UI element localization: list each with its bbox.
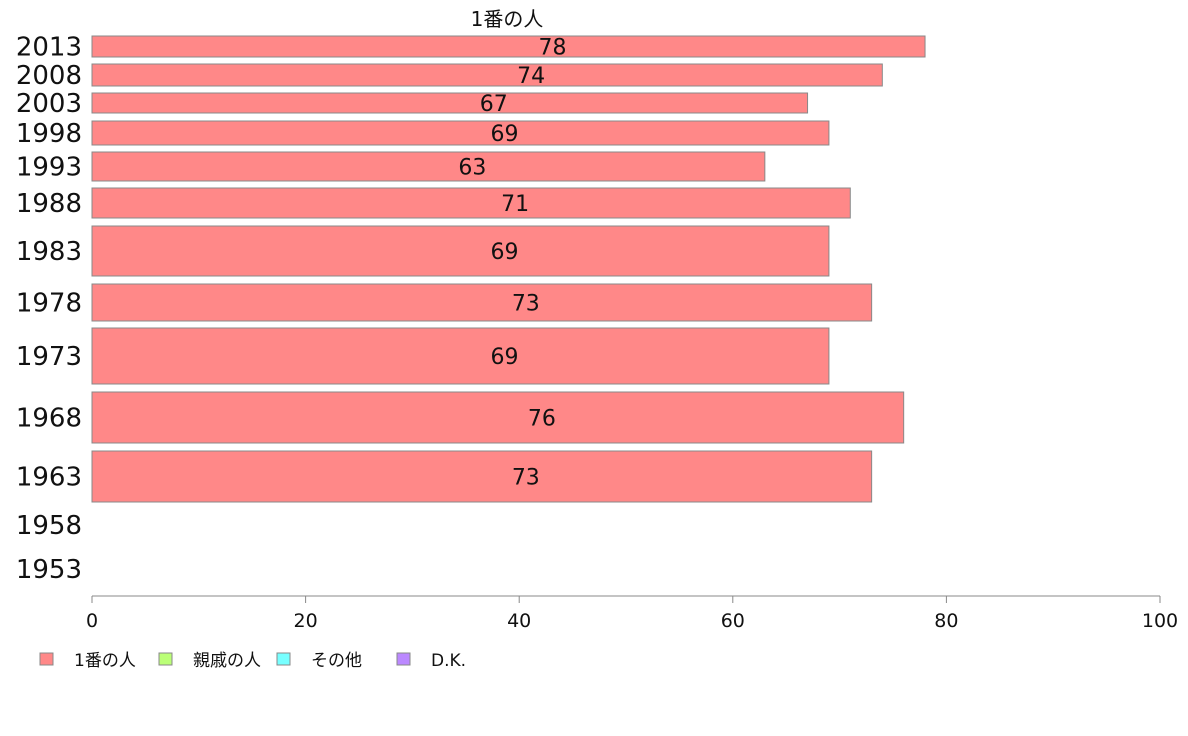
y-tick-label: 1978 [16, 289, 82, 319]
data-label: 76 [528, 407, 556, 432]
y-tick-label: 1988 [16, 189, 82, 219]
data-label: 67 [480, 92, 508, 117]
y-tick-label: 1953 [16, 555, 82, 585]
x-tick-label: 60 [721, 610, 745, 632]
legend-swatch [396, 652, 411, 666]
x-tick-label: 20 [294, 610, 318, 632]
x-axis: 0 20 40 60 80 100 [86, 595, 1178, 632]
legend-swatch [276, 652, 291, 666]
legend-label: その他 [311, 651, 362, 671]
x-tick-label: 80 [934, 610, 958, 632]
data-label: 69 [490, 122, 518, 147]
data-label: 71 [501, 192, 529, 217]
data-label: 73 [512, 292, 540, 317]
bar [91, 187, 851, 219]
bar [91, 151, 766, 182]
y-tick-label: 1963 [16, 463, 82, 493]
legend: 1番の人 親戚の人 その他 D.K. [39, 651, 466, 671]
bar [91, 283, 873, 322]
y-tick-label: 2003 [16, 89, 82, 119]
legend-label: 1番の人 [74, 651, 136, 671]
y-tick-label: 1993 [16, 153, 82, 183]
bar [91, 450, 873, 503]
y-tick-label: 2008 [16, 61, 82, 91]
legend-label: D.K. [431, 651, 466, 671]
y-tick-label: 1983 [16, 237, 82, 267]
bar [91, 391, 905, 444]
data-label: 73 [512, 466, 540, 491]
y-tick-label: 1968 [16, 404, 82, 434]
legend-swatch [158, 652, 173, 666]
column-title: 1番の人 [471, 7, 544, 31]
y-tick-label: 1973 [16, 342, 82, 372]
y-tick-label: 1998 [16, 119, 82, 149]
bar [91, 35, 926, 58]
bar [91, 225, 830, 277]
y-tick-label: 1958 [16, 511, 82, 541]
bar [91, 327, 830, 385]
data-label: 78 [539, 36, 567, 61]
bar [91, 120, 830, 146]
x-tick-label: 0 [86, 610, 98, 632]
x-tick-label: 100 [1142, 610, 1178, 632]
y-tick-label: 2013 [16, 33, 82, 63]
data-label: 69 [490, 240, 518, 265]
bar [91, 63, 883, 87]
legend-swatch [39, 652, 54, 666]
bar [91, 92, 809, 114]
data-label: 69 [490, 345, 518, 370]
data-label: 74 [517, 64, 545, 89]
legend-label: 親戚の人 [193, 651, 261, 671]
data-label: 63 [458, 156, 486, 181]
x-tick-label: 40 [507, 610, 531, 632]
